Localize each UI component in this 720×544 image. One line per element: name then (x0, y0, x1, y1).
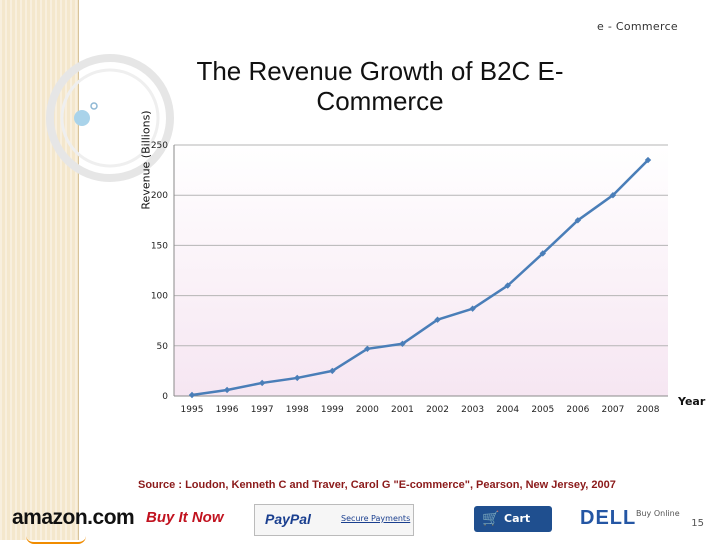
x-tick-label: 2003 (461, 405, 484, 415)
cart-button: 🛒 Cart (474, 506, 552, 532)
data-point-marker (399, 340, 406, 347)
cart-label: Cart (504, 512, 531, 525)
x-tick-label: 2002 (426, 405, 449, 415)
y-tick-label: 100 (151, 292, 168, 302)
decorative-rings (46, 54, 174, 182)
paypal-badge: PayPal Secure Payments (254, 504, 414, 536)
footer-logos: amazon.com Buy It Now PayPal Secure Paym… (0, 500, 720, 544)
x-tick-label: 1996 (216, 405, 239, 415)
x-tick-label: 2000 (356, 405, 379, 415)
y-tick-label: 250 (151, 141, 168, 151)
amazon-logo: amazon.com (12, 506, 135, 544)
data-point-marker (188, 391, 196, 399)
data-point-marker (574, 217, 582, 224)
data-point-marker (504, 282, 511, 289)
revenue-series-line (191, 159, 649, 397)
y-tick-label: 50 (157, 342, 169, 352)
data-point-marker (434, 316, 441, 323)
buy-it-now-logo: Buy It Now (146, 509, 224, 526)
sidebar-edge (78, 0, 79, 540)
data-point-marker (469, 305, 476, 312)
decorative-sidebar (0, 0, 78, 540)
x-tick-label: 2007 (601, 405, 624, 415)
source-citation: Source : Loudon, Kenneth C and Traver, C… (138, 479, 616, 491)
y-tick-label: 200 (151, 191, 168, 201)
x-tick-label: 2004 (496, 405, 519, 415)
x-tick-label: 1999 (321, 405, 344, 415)
x-tick-label: 2001 (391, 405, 414, 415)
plot-area (174, 145, 668, 396)
x-tick-label: 1995 (181, 405, 204, 415)
data-point-marker (609, 192, 617, 199)
x-tick-label: 2008 (637, 405, 660, 415)
amazon-logo-text: amazon.com (12, 506, 135, 529)
x-tick-label: 2006 (566, 405, 589, 415)
header-label: e - Commerce (596, 20, 678, 33)
cart-icon: 🛒 (482, 511, 500, 527)
secure-payments-text: Secure Payments (341, 514, 411, 523)
page-number: 15 (691, 518, 704, 529)
amazon-smile-icon (26, 536, 86, 544)
data-point-marker (329, 367, 336, 375)
data-point-marker (539, 250, 546, 257)
x-axis-title: Year (678, 395, 706, 408)
x-tick-label: 1997 (251, 405, 274, 415)
x-tick-label: 2005 (531, 405, 554, 415)
buy-online-text: Buy Online (636, 509, 680, 518)
data-point-marker (223, 386, 231, 394)
data-point-marker (258, 379, 266, 387)
x-tick-label: 1998 (286, 405, 309, 415)
data-point-marker (364, 345, 371, 353)
data-point-marker (294, 374, 301, 382)
dell-logo: DELL (580, 507, 637, 529)
data-point-marker (644, 156, 652, 164)
chart-title: The Revenue Growth of B2C E-Commerce (196, 56, 564, 116)
paypal-logo-text: PayPal (265, 511, 311, 527)
y-tick-label: 0 (162, 392, 168, 402)
y-tick-label: 150 (151, 241, 168, 251)
